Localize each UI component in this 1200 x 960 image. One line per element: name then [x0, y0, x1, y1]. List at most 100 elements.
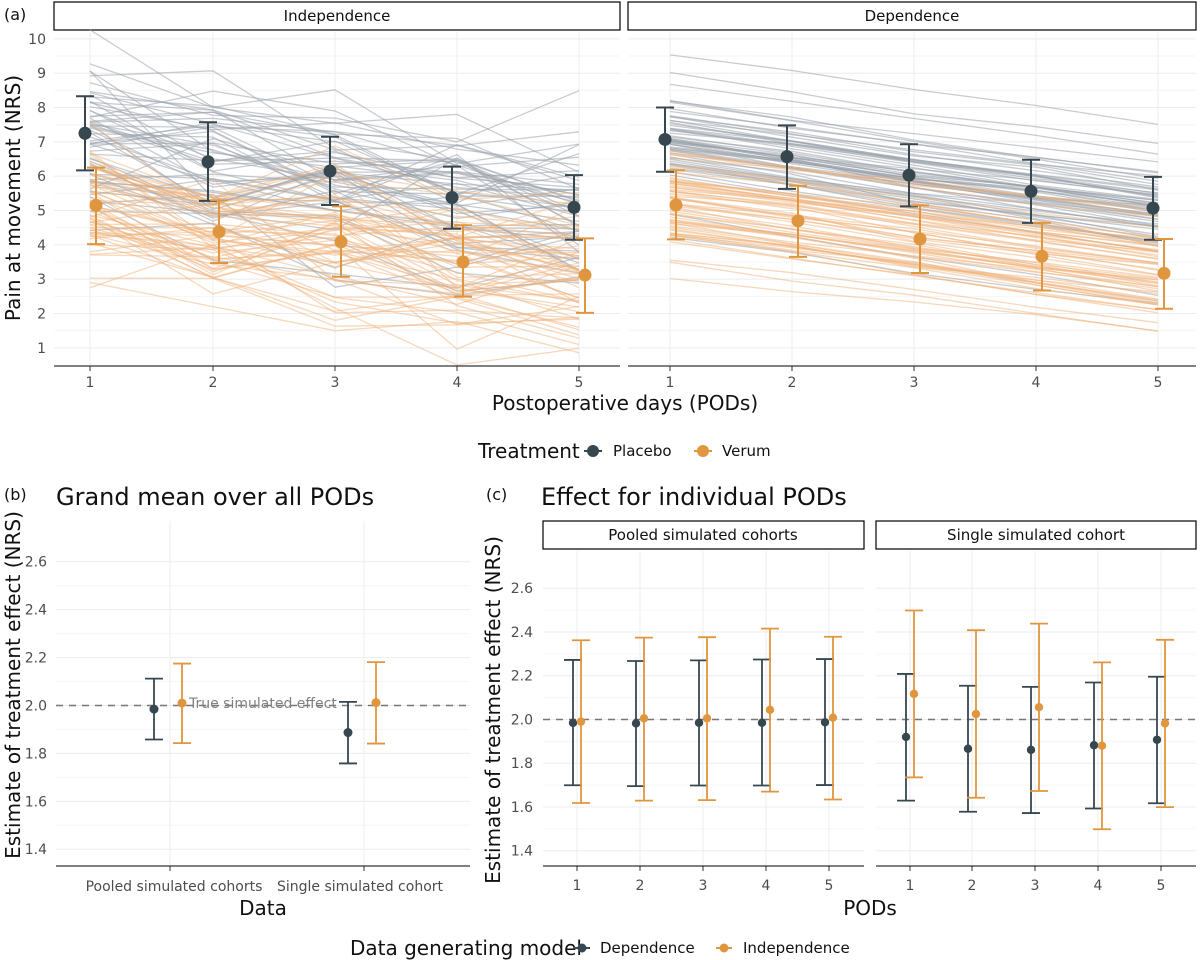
panel-a-placebo-mean-point	[445, 190, 459, 204]
panel-c-pooled-x-ticks: 1 2 3 4 5	[573, 866, 834, 894]
panel-a-facet-dependence: Dependence 1 2 3 4 5	[627, 1, 1197, 391]
panel-b-tag: (b)	[4, 485, 27, 504]
panel-c-y-tick-label: 2.6	[511, 581, 533, 597]
panel-a-verum-subject-line	[669, 223, 1159, 281]
panel-a-placebo-subject-line	[669, 115, 1159, 188]
panel-a-verum-subject-line	[89, 163, 580, 239]
panel-a-x-tick-label: 1	[666, 375, 675, 391]
panel-a-y-tick-label: 7	[37, 135, 46, 151]
panel-b-y-tick-label: 1.6	[25, 794, 47, 810]
panel-c-x-tick-label: 2	[968, 878, 977, 894]
panel-a-verum-subject-line	[89, 227, 580, 292]
panel-a-x-tick-label: 4	[1032, 375, 1041, 391]
panel-b-y-tick-label: 2.2	[25, 651, 47, 667]
panel-c-dependence-point	[757, 718, 767, 727]
panel-c-x-tick-label: 4	[762, 878, 771, 894]
panel-a-verum-subject-line	[89, 204, 580, 320]
panel-a-verum-subject-line	[669, 234, 1159, 293]
panel-a-facet-independence: Independence 1 2 3 4 5	[53, 1, 621, 391]
panel-b-y-tick-label: 2.4	[25, 603, 47, 619]
panel-a-x-tick-label: 4	[453, 375, 462, 391]
strip-label-pooled: Pooled simulated cohorts	[608, 526, 798, 544]
panel-c-dependence-point	[963, 744, 973, 753]
panel-b-dependence-point	[343, 728, 353, 738]
panel-c-dependence-point	[901, 732, 911, 742]
panel-a-placebo-mean-point	[323, 164, 337, 178]
panel-a-placebo-subject-line	[89, 29, 580, 165]
panel-b-y-tick-label: 1.4	[25, 842, 47, 858]
panel-b-independence-point	[371, 698, 381, 708]
legend-verum-label: Verum	[722, 442, 771, 460]
panel-c-title: Effect for individual PODs	[541, 483, 847, 511]
panel-a-placebo-subject-line	[89, 82, 580, 143]
panel-a-x-tick-label: 1	[86, 375, 95, 391]
panel-a-verum-mean-point	[334, 235, 348, 249]
panel-a-placebo-mean-point	[201, 155, 215, 169]
panel-a-verum-mean-point	[791, 214, 805, 228]
panel-a-verum-subject-line	[669, 234, 1159, 306]
panel-a-verum-subject-line	[669, 165, 1159, 242]
panel-a-placebo-subject-line	[89, 125, 580, 207]
panel-a-placebo-subject-line	[669, 128, 1159, 194]
panel-a-x-tick-label: 2	[788, 375, 797, 391]
panel-c-dependence-point	[568, 718, 578, 728]
panel-a-placebo-subject-line	[89, 121, 580, 232]
panel-c-dependence-point	[1026, 745, 1036, 755]
panel-b-x-title: Data	[239, 896, 287, 920]
panel-a-dependence-means	[656, 106, 1173, 310]
panel-c-x-tick-label: 3	[1031, 878, 1040, 894]
panel-a-placebo-subject-line	[89, 123, 580, 219]
panel-a-verum-subject-line	[669, 197, 1159, 264]
panel-a-verum-mean-point	[212, 225, 226, 239]
panel-a-placebo-mean-point	[902, 168, 916, 182]
panel-c-x-tick-label: 5	[1157, 878, 1166, 894]
panel-a-y-tick-label: 5	[37, 204, 46, 220]
panel-c-y-tick-label: 2.4	[511, 625, 533, 641]
panel-c-independence-point	[909, 689, 919, 699]
panel-c-dependence-point	[820, 718, 830, 727]
panel-a-verum-subject-line	[89, 163, 580, 286]
panel-c-pooled-grid	[543, 551, 864, 866]
panel-a-placebo-subject-line	[669, 116, 1159, 186]
panel-a-placebo-mean-point	[567, 200, 581, 214]
panel-a-verum-subject-line	[89, 150, 580, 273]
panel-a-verum-subject-line	[669, 163, 1159, 228]
panel-c-single-x-ticks: 1 2 3 4 5	[906, 866, 1166, 894]
panel-a-verum-subject-line	[89, 210, 580, 260]
model-legend-title: Data generating model	[350, 936, 582, 960]
panel-a-y-ticks: 1 2 3 4 5 6 7 8 9 10	[28, 32, 46, 357]
panel-a-verum-subject-line	[89, 201, 580, 336]
panel-a-verum-subject-line	[89, 244, 580, 366]
true-effect-label: True simulated effect	[188, 696, 337, 712]
panel-c-pooled-estimates	[564, 627, 842, 804]
legend-placebo-swatch	[587, 445, 599, 457]
panel-a-verum-subject-line	[89, 165, 580, 228]
panel-b-grid	[56, 521, 470, 866]
panel-a-y-tick-label: 9	[37, 66, 46, 82]
panel-a-verum-subject-line	[89, 281, 580, 354]
panel-a-x-tick-label: 2	[209, 375, 218, 391]
panel-c-x-tick-label: 1	[573, 878, 582, 894]
panel-c-independence-point	[702, 714, 712, 723]
panel-a-verum-subject-line	[669, 189, 1159, 253]
panel-a-y-tick-label: 2	[37, 307, 46, 323]
panel-c-independence-point	[765, 705, 775, 715]
panel-c-x-tick-label: 1	[906, 878, 915, 894]
panel-b-x-tick-label: Single simulated cohort	[277, 879, 444, 895]
panel-a-tag: (a)	[4, 5, 26, 24]
panel-a-verum-subject-line	[89, 227, 580, 263]
strip-single	[875, 520, 1197, 550]
panel-c-x-tick-label: 5	[825, 878, 834, 894]
panel-a-y-tick-label: 6	[37, 169, 46, 185]
legend-dependence-swatch	[577, 943, 587, 953]
panel-a-verum-mean-point	[1157, 266, 1171, 280]
panel-c-x-tick-label: 4	[1094, 878, 1103, 894]
panel-c-dependence-point	[1089, 741, 1099, 750]
panel-a-verum-subject-line	[669, 277, 1159, 332]
panel-a-verum-subject-line	[669, 238, 1159, 311]
panel-a-verum-subject-line	[669, 221, 1159, 290]
panel-a-verum-mean-point	[1035, 249, 1049, 263]
panel-a-verum-subject-line	[89, 194, 580, 279]
panel-a-placebo-subject-line	[669, 132, 1159, 191]
